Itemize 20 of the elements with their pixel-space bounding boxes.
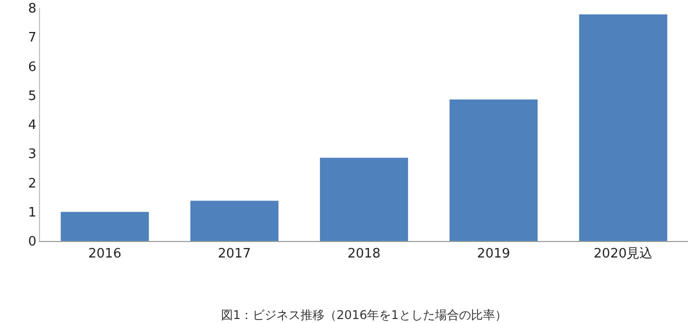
- bar: [450, 99, 538, 241]
- y-tick-label: 3: [28, 147, 36, 162]
- x-tick-label: 2019: [477, 246, 510, 262]
- bar: [60, 212, 149, 241]
- x-tick-label: 2018: [347, 246, 381, 262]
- y-tick-label: 1: [28, 205, 36, 220]
- bar: [579, 14, 668, 241]
- bar: [320, 158, 408, 241]
- y-tick-label: 4: [28, 118, 36, 134]
- y-tick-label: 7: [28, 30, 36, 46]
- x-tick-label: 2016: [88, 246, 122, 262]
- x-tick-label: 2017: [218, 246, 251, 262]
- y-tick-label: 5: [28, 88, 36, 104]
- y-tick-label: 2: [28, 176, 36, 192]
- y-tick-label: 8: [28, 2, 36, 17]
- bar: [190, 200, 278, 241]
- y-tick-label: 0: [28, 234, 36, 250]
- caption: 図1：ビジネス推移（2016年を1とした場合の比率）: [221, 308, 507, 322]
- x-tick-label: 2020見込: [594, 246, 653, 262]
- y-tick-label: 6: [28, 60, 36, 75]
